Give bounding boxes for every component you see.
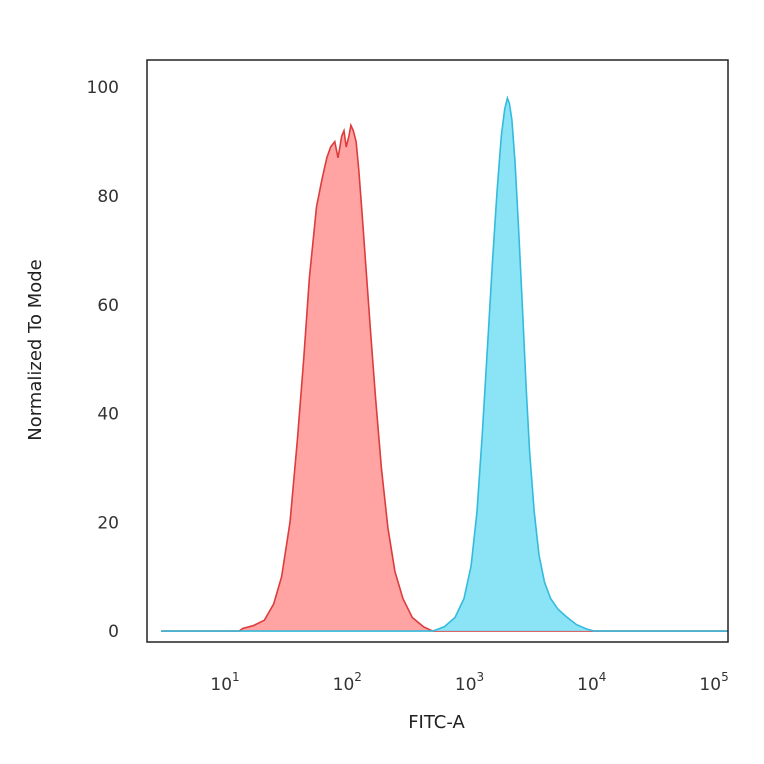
x-tick-label: 104 bbox=[577, 670, 606, 695]
histogram-line-2 bbox=[161, 95, 728, 632]
x-tick-label: 102 bbox=[333, 670, 362, 695]
y-axis-title: Normalized To Mode bbox=[25, 259, 46, 441]
y-tick-label: 0 bbox=[108, 622, 119, 642]
histogram-area-2 bbox=[161, 98, 729, 632]
x-tick-label: 101 bbox=[210, 670, 239, 695]
y-tick-label: 80 bbox=[97, 187, 119, 207]
y-tick-label: 40 bbox=[97, 405, 119, 425]
series-layer bbox=[161, 95, 729, 632]
y-tick-label: 20 bbox=[97, 513, 119, 533]
x-tick-label: 103 bbox=[455, 670, 484, 695]
x-tick-label: 105 bbox=[699, 670, 728, 695]
x-axis-title: FITC-A bbox=[408, 712, 465, 733]
y-axis-ticks: 0 20 40 60 80 100 bbox=[87, 78, 119, 642]
plot-frame bbox=[146, 59, 729, 643]
histogram-area-1 bbox=[161, 125, 729, 632]
y-tick-label: 100 bbox=[87, 78, 119, 98]
x-axis-ticks: 101 102 103 104 105 bbox=[210, 670, 728, 695]
histogram-line-1 bbox=[161, 122, 728, 632]
y-tick-label: 60 bbox=[97, 296, 119, 316]
